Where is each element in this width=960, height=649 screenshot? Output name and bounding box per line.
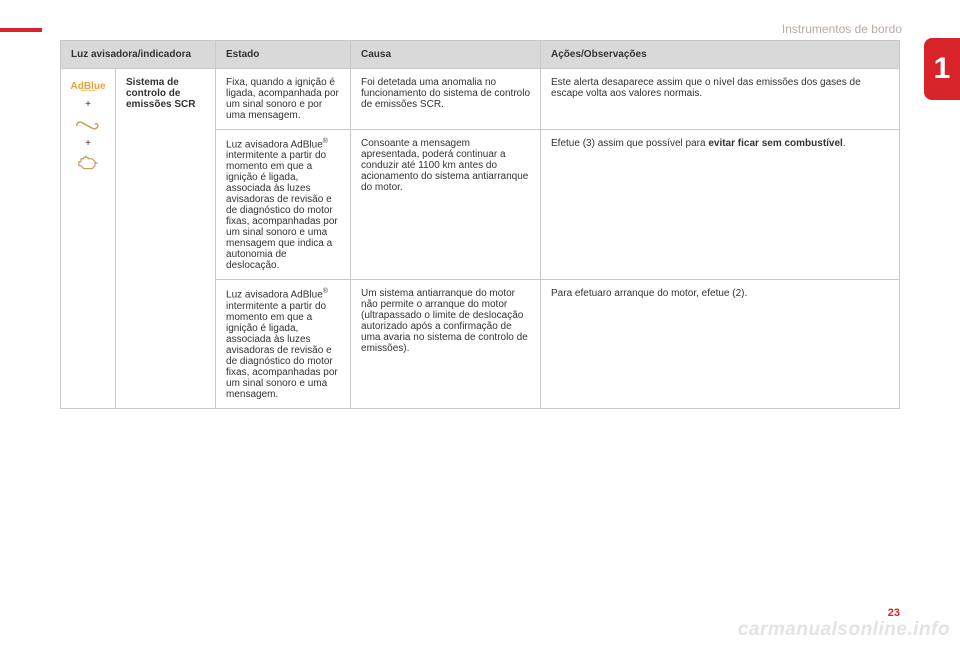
causa-cell: Consoante a mensagem apresentada, poderá…: [351, 130, 541, 280]
icon-cell: AdBlue ~~~~~ + +: [61, 69, 116, 409]
chapter-number: 1: [934, 52, 951, 86]
system-label: Sistema de controlo de emissões SCR: [126, 77, 195, 110]
acoes-cell: Este alerta desaparece assim que o nível…: [541, 69, 900, 130]
estado-cell: Luz avisadora AdBlue® intermitente a par…: [216, 130, 351, 280]
engine-icon: [74, 153, 102, 173]
plus-separator: +: [85, 138, 91, 149]
wrench-icon: [74, 114, 102, 134]
watermark: carmanualsonline.info: [738, 619, 950, 641]
page-number: 23: [888, 607, 900, 619]
col-header-estado: Estado: [216, 41, 351, 69]
section-title: Instrumentos de bordo: [782, 22, 902, 36]
warning-table: Luz avisadora/indicadora Estado Causa Aç…: [60, 40, 900, 409]
estado-cell: Fixa, quando a ignição é ligada, acompan…: [216, 69, 351, 130]
system-label-cell: Sistema de controlo de emissões SCR: [116, 69, 216, 409]
col-header-acoes: Ações/Observações: [541, 41, 900, 69]
acoes-cell: Para efetuaro arranque do motor, efetue …: [541, 280, 900, 408]
table-header-row: Luz avisadora/indicadora Estado Causa Aç…: [61, 41, 900, 69]
plus-separator: +: [85, 99, 91, 110]
col-header-causa: Causa: [351, 41, 541, 69]
chapter-tab: 1: [924, 38, 960, 100]
estado-cell: Luz avisadora AdBlue® intermitente a par…: [216, 280, 351, 408]
table-row: AdBlue ~~~~~ + + Sistema de controlo de …: [61, 69, 900, 130]
causa-cell: Foi detetada uma anomalia no funcionamen…: [351, 69, 541, 130]
col-header-luz: Luz avisadora/indicadora: [61, 41, 216, 69]
acoes-cell: Efetue (3) assim que possível para evita…: [541, 130, 900, 280]
causa-cell: Um sistema antiarranque do motor não per…: [351, 280, 541, 408]
accent-bar: [0, 28, 42, 32]
main-content: Luz avisadora/indicadora Estado Causa Aç…: [60, 40, 900, 409]
adblue-icon: AdBlue ~~~~~: [71, 81, 106, 95]
